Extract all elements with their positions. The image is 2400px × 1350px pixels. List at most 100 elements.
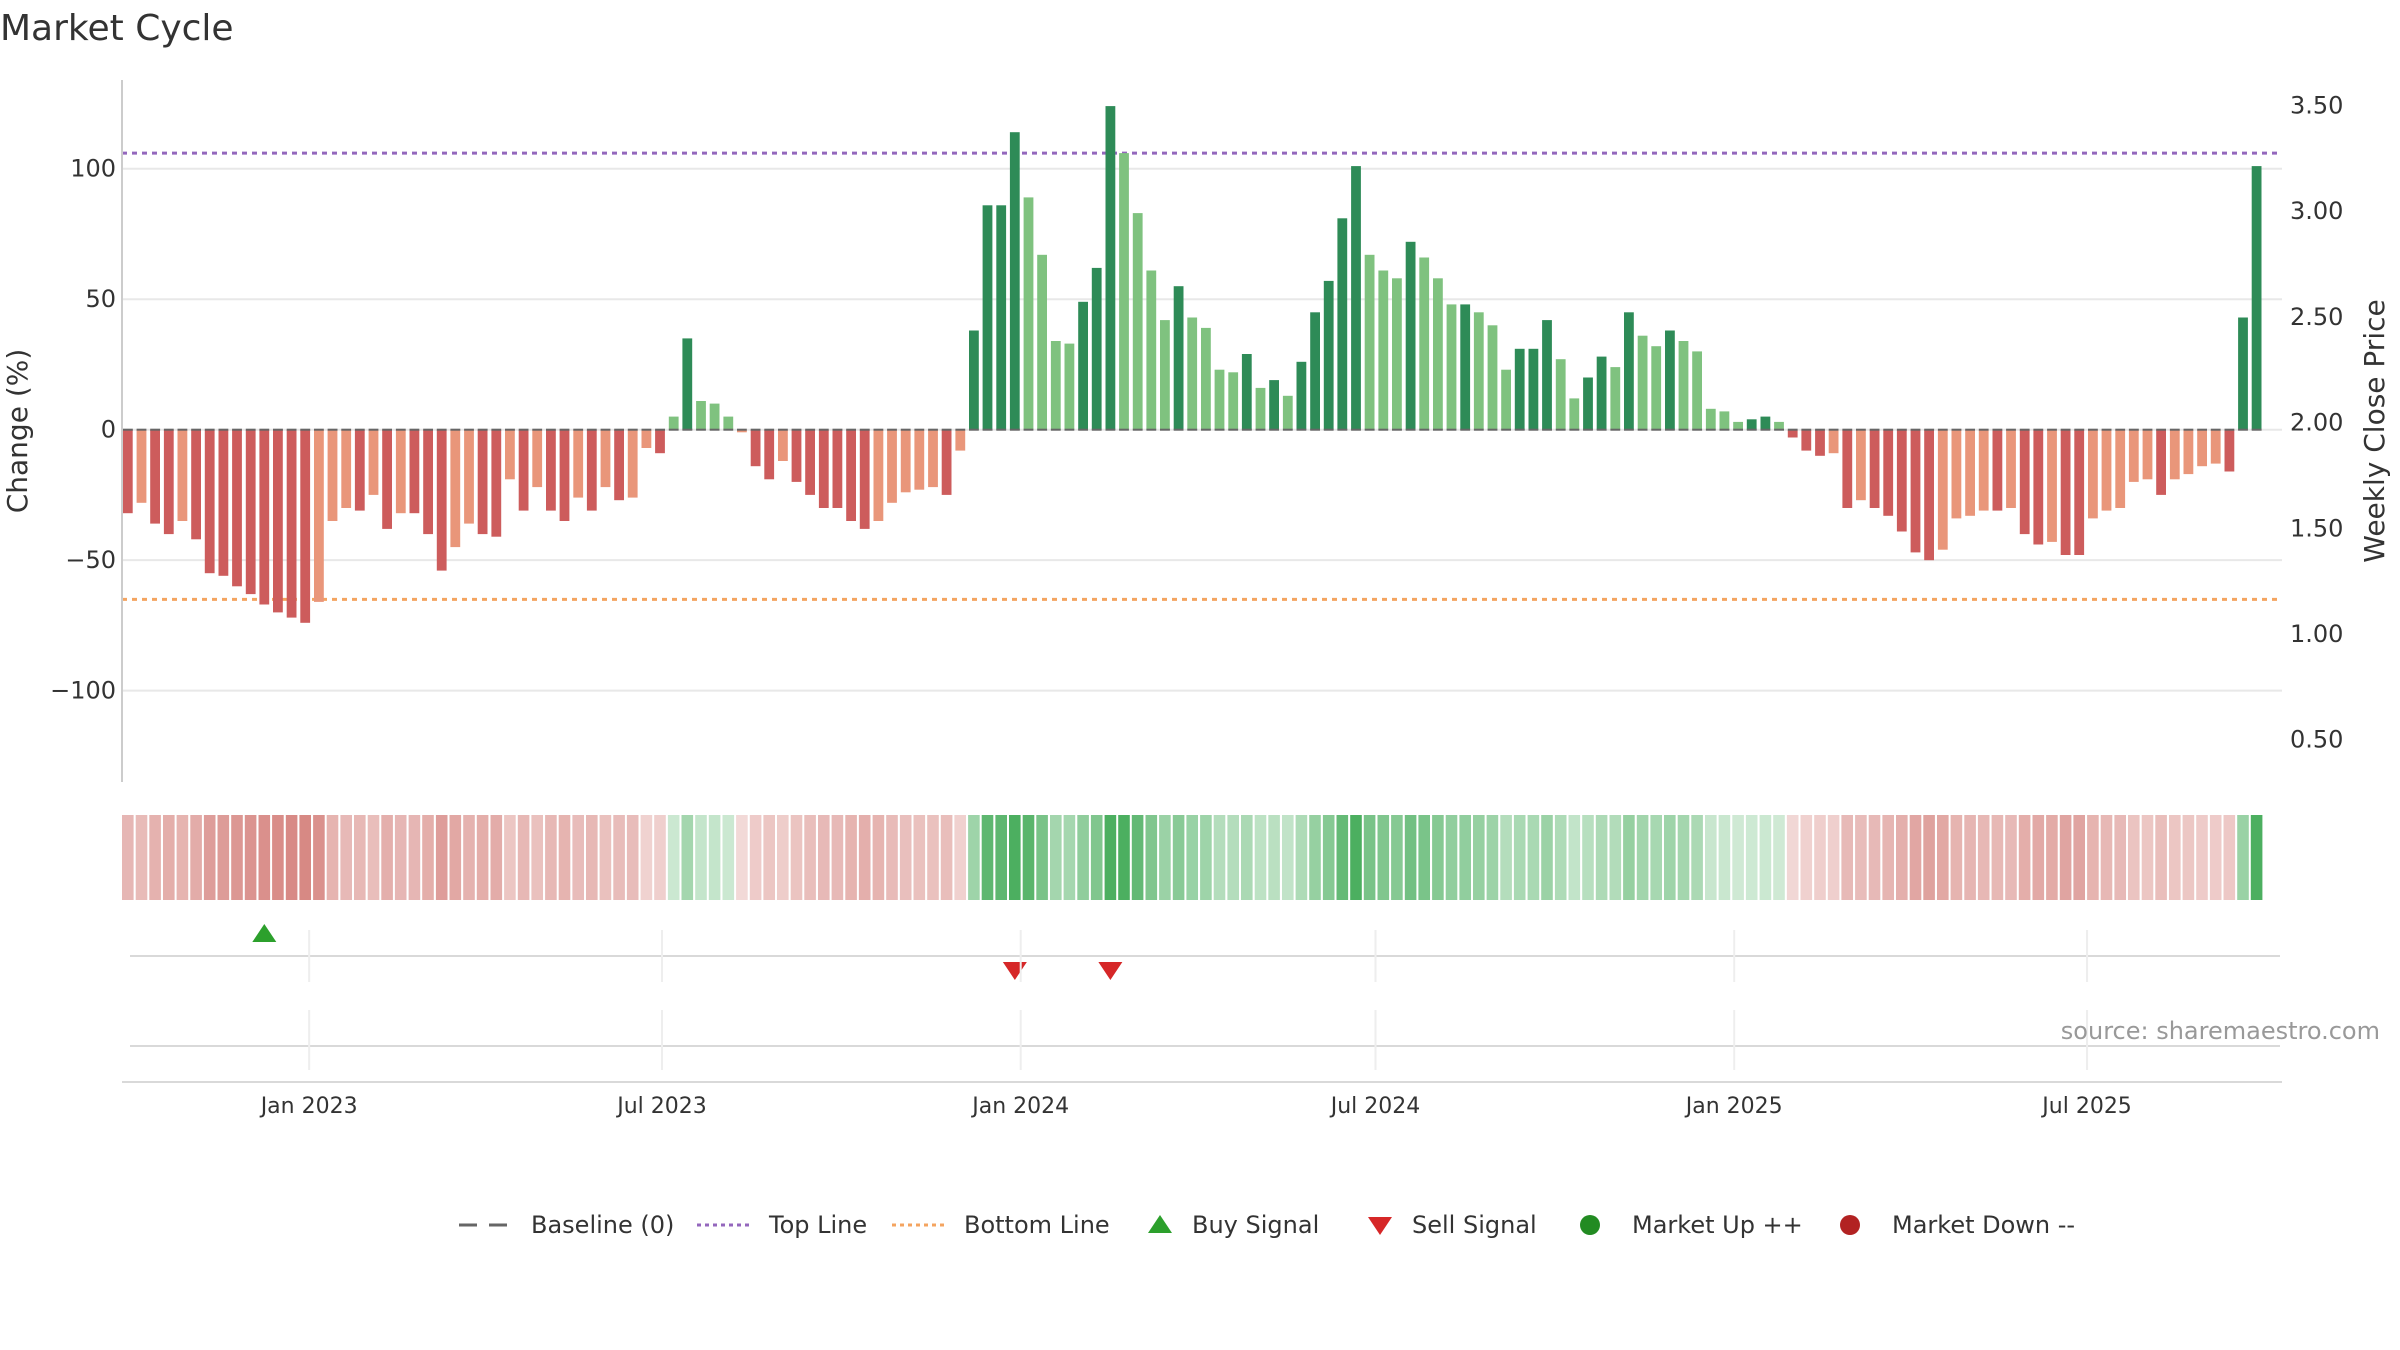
y2-tick-label: 3.50	[2290, 91, 2343, 119]
heat-cell-149	[2155, 815, 2167, 900]
change-bar-52	[832, 429, 843, 508]
change-bar-139	[2019, 429, 2030, 535]
change-bar-13	[300, 429, 311, 623]
heat-cell-77	[1172, 815, 1185, 900]
change-bar-84	[1269, 380, 1279, 430]
heat-cell-103	[1527, 815, 1540, 900]
heat-cell-68	[1050, 815, 1062, 900]
change-bar-44	[723, 416, 734, 430]
heat-cell-135	[1964, 815, 1976, 900]
heat-cell-105	[1554, 815, 1567, 900]
change-bar-65	[1009, 132, 1020, 430]
change-bar-16	[341, 429, 352, 508]
y2-tick-label: 2.50	[2290, 303, 2343, 331]
heat-cell-94	[1404, 815, 1417, 900]
heat-cell-49	[790, 815, 803, 900]
change-bar-12	[286, 429, 297, 618]
y2-tick-label: 0.50	[2290, 726, 2343, 754]
change-bar-120	[1760, 416, 1771, 430]
change-bar-118	[1733, 421, 1743, 430]
change-bar-76	[1160, 320, 1170, 430]
change-bar-80	[1214, 369, 1225, 430]
change-bar-78	[1187, 317, 1198, 430]
heat-cell-115	[1691, 815, 1703, 900]
change-bar-3	[163, 429, 174, 535]
change-bar-85	[1282, 395, 1293, 430]
heat-cell-89	[1336, 815, 1349, 900]
source-label: source: sharemaestro.com	[2061, 1017, 2380, 1045]
change-bar-149	[2156, 429, 2166, 495]
change-bar-1	[136, 429, 147, 503]
change-bar-143	[2074, 429, 2085, 555]
heat-cell-55	[872, 815, 885, 900]
change-bar-22	[423, 429, 433, 535]
heat-cell-96	[1432, 815, 1444, 900]
change-bar-153	[2210, 429, 2221, 464]
change-bar-152	[2197, 429, 2207, 467]
change-bar-61	[955, 429, 966, 451]
change-bar-150	[2169, 429, 2180, 480]
change-bar-87	[1310, 312, 1320, 430]
heat-cell-54	[858, 815, 871, 900]
heat-cell-17	[354, 815, 366, 900]
change-bar-26	[477, 429, 488, 535]
legend-circle-icon	[1840, 1215, 1860, 1235]
change-bar-95	[1419, 257, 1430, 430]
change-bar-7	[218, 429, 229, 576]
heat-cell-1	[135, 815, 148, 900]
change-bar-135	[1965, 429, 1975, 516]
x-ticks: Jan 2023 Jul 2023 Jan 2024 Jul 2024 Jan 2025…	[259, 930, 2132, 1119]
change-bar-108	[1596, 356, 1607, 430]
change-bar-42	[696, 401, 706, 430]
heat-cell-106	[1568, 815, 1581, 900]
change-bar-141	[2047, 429, 2057, 542]
heat-cell-59	[927, 815, 939, 900]
signal-panel	[122, 924, 2282, 1083]
legend-label: Sell Signal	[1412, 1211, 1537, 1239]
heat-cell-130	[1896, 815, 1908, 900]
legend-label: Market Up ++	[1632, 1211, 1803, 1239]
sell-signal-marker	[1098, 962, 1123, 980]
heat-cell-108	[1595, 815, 1608, 900]
change-bar-110	[1624, 312, 1634, 430]
heat-cell-101	[1500, 815, 1512, 900]
heat-cell-104	[1541, 815, 1553, 900]
heat-cell-121	[1773, 815, 1785, 900]
legend-item: Market Down --	[1840, 1211, 2075, 1239]
change-bar-140	[2033, 429, 2044, 545]
change-bar-28	[505, 429, 515, 480]
change-bar-35	[600, 429, 611, 488]
heat-cell-4	[176, 815, 189, 900]
change-bar-68	[1050, 341, 1061, 430]
heat-cell-16	[340, 815, 352, 900]
x-tick-label: Jan 2024	[970, 1094, 1069, 1119]
y2-axis-title: Weekly Close Price	[2358, 299, 2391, 562]
heat-cell-145	[2100, 815, 2113, 900]
heat-cell-7	[217, 815, 230, 900]
heat-cell-116	[1705, 815, 1717, 900]
heat-cell-139	[2018, 815, 2031, 900]
change-bar-155	[2238, 317, 2248, 430]
y2-tick-label: 1.00	[2290, 620, 2343, 648]
heat-cell-52	[831, 815, 844, 900]
change-bar-11	[273, 429, 283, 613]
heat-cell-120	[1759, 815, 1772, 900]
legend-item: Baseline (0)	[459, 1211, 674, 1239]
change-bar-96	[1433, 278, 1443, 430]
heat-cell-125	[1827, 815, 1840, 900]
heat-cell-137	[1991, 815, 2004, 900]
change-bar-147	[2128, 429, 2139, 482]
y2-tick-label: 2.00	[2290, 409, 2343, 437]
heat-cell-61	[954, 815, 966, 900]
heat-cell-8	[231, 815, 243, 900]
change-bar-75	[1146, 270, 1157, 430]
change-bar-10	[259, 429, 270, 605]
heat-cell-110	[1623, 815, 1635, 900]
sell-signal-marker	[1002, 962, 1027, 980]
change-bar-122	[1787, 429, 1798, 438]
y-ticks: 100 50 0 −50 −100	[50, 155, 116, 705]
change-bar-60	[941, 429, 952, 495]
change-bar-56	[887, 429, 897, 503]
heat-cell-128	[1868, 815, 1881, 900]
